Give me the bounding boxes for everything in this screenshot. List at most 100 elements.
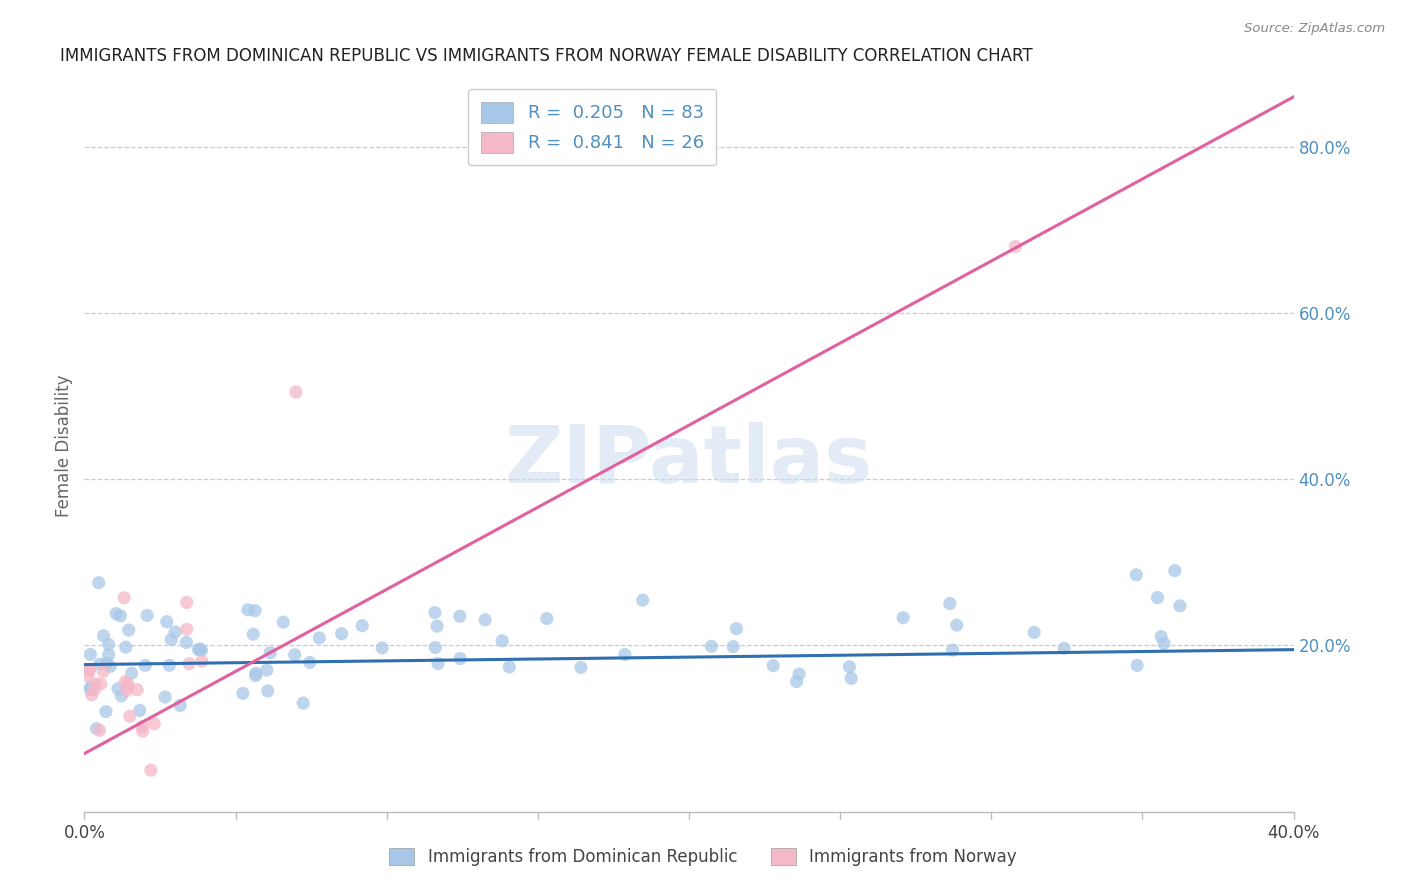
Point <box>245 668 267 682</box>
Point <box>98 659 121 673</box>
Point <box>118 709 141 723</box>
Point <box>131 719 153 733</box>
Point <box>721 640 744 654</box>
Point <box>613 648 636 662</box>
Point <box>117 680 139 694</box>
Point <box>498 660 520 674</box>
Point <box>77 664 100 678</box>
Point <box>284 648 307 662</box>
Point <box>90 677 112 691</box>
Y-axis label: Female Disability: Female Disability <box>55 375 73 517</box>
Point <box>1150 630 1173 644</box>
Point <box>84 677 107 691</box>
Point <box>89 723 111 738</box>
Point <box>115 683 138 698</box>
Point <box>86 722 108 736</box>
Point <box>107 681 129 696</box>
Point <box>118 623 141 637</box>
Point <box>114 674 136 689</box>
Point <box>169 698 191 713</box>
Point <box>160 632 183 647</box>
Point <box>121 666 143 681</box>
Text: ZIPatlas: ZIPatlas <box>505 422 873 500</box>
Point <box>176 635 198 649</box>
Point <box>79 681 101 695</box>
Legend: R =  0.205   N = 83, R =  0.841   N = 26: R = 0.205 N = 83, R = 0.841 N = 26 <box>468 89 717 165</box>
Point <box>76 668 98 682</box>
Point <box>139 763 162 777</box>
Point <box>536 611 558 625</box>
Point <box>1146 591 1168 605</box>
Point <box>242 627 264 641</box>
Point <box>292 696 315 710</box>
Point <box>91 665 114 679</box>
Point <box>110 689 132 703</box>
Point <box>939 597 962 611</box>
Point <box>1022 625 1045 640</box>
Point <box>330 626 353 640</box>
Point <box>762 658 785 673</box>
Point <box>112 591 135 605</box>
Point <box>131 724 153 739</box>
Point <box>1168 599 1191 613</box>
Legend: Immigrants from Dominican Republic, Immigrants from Norway: Immigrants from Dominican Republic, Immi… <box>381 840 1025 875</box>
Point <box>79 682 101 697</box>
Point <box>491 633 513 648</box>
Point <box>243 604 266 618</box>
Point <box>308 631 330 645</box>
Point <box>188 642 211 657</box>
Point <box>298 656 321 670</box>
Point <box>136 608 159 623</box>
Point <box>1126 658 1149 673</box>
Point <box>93 629 115 643</box>
Point <box>96 657 118 671</box>
Point <box>117 676 139 690</box>
Point <box>97 638 120 652</box>
Point <box>259 646 281 660</box>
Point <box>110 608 132 623</box>
Point <box>232 686 254 700</box>
Point <box>105 607 128 621</box>
Point <box>271 615 294 629</box>
Point <box>157 658 180 673</box>
Point <box>79 662 101 676</box>
Point <box>127 682 149 697</box>
Point <box>352 618 374 632</box>
Point <box>80 688 103 702</box>
Point <box>425 640 447 655</box>
Point <box>371 640 394 655</box>
Point <box>165 625 187 640</box>
Point <box>236 603 259 617</box>
Point <box>79 648 101 662</box>
Point <box>176 595 198 609</box>
Point <box>190 643 212 657</box>
Point <box>423 606 446 620</box>
Point <box>1125 567 1147 582</box>
Point <box>942 643 965 657</box>
Point <box>176 622 198 636</box>
Point <box>474 613 496 627</box>
Point <box>700 640 723 654</box>
Point <box>945 618 967 632</box>
Point <box>631 593 654 607</box>
Point <box>115 640 138 654</box>
Point <box>156 615 179 629</box>
Point <box>143 716 166 731</box>
Point <box>786 674 808 689</box>
Point <box>97 648 120 662</box>
Point <box>87 575 110 590</box>
Point <box>191 654 214 668</box>
Point <box>1053 641 1076 656</box>
Point <box>256 684 278 698</box>
Point <box>94 705 117 719</box>
Point <box>839 671 862 685</box>
Point <box>285 384 308 399</box>
Text: IMMIGRANTS FROM DOMINICAN REPUBLIC VS IMMIGRANTS FROM NORWAY FEMALE DISABILITY C: IMMIGRANTS FROM DOMINICAN REPUBLIC VS IM… <box>60 47 1033 65</box>
Point <box>89 657 111 672</box>
Point <box>245 666 267 681</box>
Point <box>427 657 450 671</box>
Point <box>449 651 471 665</box>
Point <box>426 619 449 633</box>
Point <box>179 657 201 671</box>
Point <box>187 642 209 657</box>
